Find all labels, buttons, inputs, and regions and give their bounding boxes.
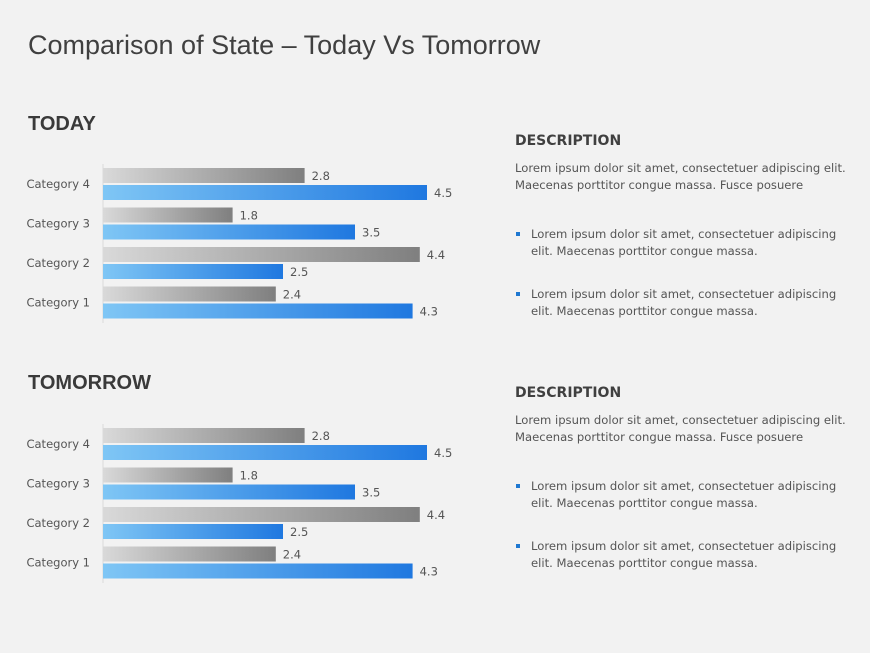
data-label: 4.3 (420, 305, 438, 319)
bar-gray-category-4 (103, 168, 305, 183)
data-label: 3.5 (362, 486, 380, 500)
bar-gray-category-2 (103, 507, 420, 522)
data-label: 2.5 (290, 525, 308, 539)
data-label: 4.3 (420, 565, 438, 579)
today-heading: TODAY (28, 113, 96, 135)
bullet-item: Lorem ipsum dolor sit amet, consectetuer… (515, 538, 855, 572)
data-label: 2.4 (283, 288, 301, 302)
bullet-item: Lorem ipsum dolor sit amet, consectetuer… (515, 226, 855, 260)
data-label: 4.5 (434, 186, 452, 200)
bullet-item: Lorem ipsum dolor sit amet, consectetuer… (515, 286, 855, 320)
page-title: Comparison of State – Today Vs Tomorrow (28, 30, 541, 60)
bullet-item: Lorem ipsum dolor sit amet, consectetuer… (515, 478, 855, 512)
description-bullets: Lorem ipsum dolor sit amet, consectetuer… (515, 478, 855, 572)
bar-blue-category-2 (103, 524, 283, 539)
category-label: Category 3 (26, 477, 90, 491)
today-bar-chart: Category 1 2.4 4.3 Category 2 4.4 2.5 Category… (26, 164, 452, 323)
bar-gray-category-2 (103, 247, 420, 262)
category-label: Category 4 (26, 177, 90, 191)
today-description: DESCRIPTION Lorem ipsum dolor sit amet, … (515, 133, 855, 346)
description-text: Lorem ipsum dolor sit amet, consectetuer… (515, 161, 846, 192)
bar-blue-category-4 (103, 185, 427, 200)
bar-blue-category-4 (103, 445, 427, 460)
description-heading: DESCRIPTION (515, 385, 622, 401)
data-label: 2.4 (283, 548, 301, 562)
description-text: Lorem ipsum dolor sit amet, consectetuer… (515, 413, 846, 444)
description-bullets: Lorem ipsum dolor sit amet, consectetuer… (515, 226, 855, 320)
bar-gray-category-4 (103, 428, 305, 443)
bar-blue-category-1 (103, 303, 413, 319)
description-heading: DESCRIPTION (515, 133, 622, 149)
category-label: Category 2 (26, 256, 90, 270)
bar-gray-category-3 (103, 207, 233, 223)
category-label: Category 3 (26, 217, 90, 231)
category-label: Category 1 (26, 296, 90, 310)
tomorrow-bar-chart: Category 1 2.4 4.3 Category 2 4.4 2.5 Category… (26, 424, 452, 583)
tomorrow-description: DESCRIPTION Lorem ipsum dolor sit amet, … (515, 385, 855, 598)
data-label: 2.8 (312, 169, 330, 183)
bar-gray-category-1 (103, 546, 276, 562)
data-label: 4.4 (427, 248, 445, 262)
bar-blue-category-1 (103, 563, 413, 579)
data-label: 4.4 (427, 508, 445, 522)
data-label: 1.8 (240, 209, 258, 223)
data-label: 2.5 (290, 265, 308, 279)
bar-blue-category-2 (103, 264, 283, 279)
data-label: 2.8 (312, 429, 330, 443)
bar-gray-category-1 (103, 286, 276, 302)
category-label: Category 1 (26, 556, 90, 570)
tomorrow-heading: TOMORROW (28, 372, 151, 394)
bar-blue-category-3 (103, 224, 355, 240)
data-label: 3.5 (362, 226, 380, 240)
data-label: 4.5 (434, 446, 452, 460)
category-label: Category 2 (26, 516, 90, 530)
category-label: Category 4 (26, 437, 90, 451)
bar-blue-category-3 (103, 484, 355, 500)
bar-gray-category-3 (103, 467, 233, 483)
data-label: 1.8 (240, 469, 258, 483)
